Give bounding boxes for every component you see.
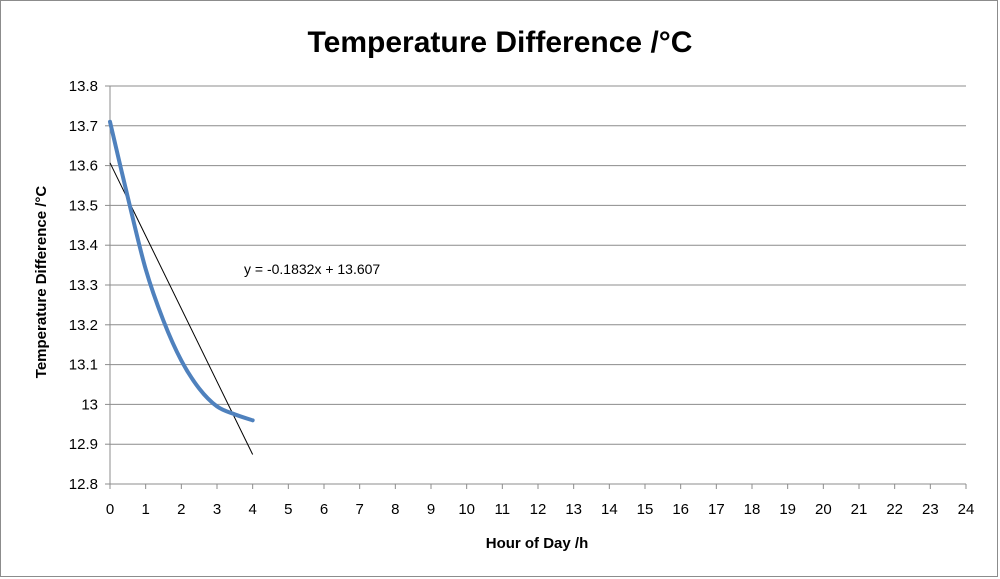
x-tick-labels: 0 1 2 3 4 5 6 7 8 9 10 11 12 13 14 15 16 17 18 19 20 21 22 23 24 [106, 501, 975, 518]
y-tick-label: 12.9 [69, 436, 98, 453]
x-tick-label: 11 [495, 501, 511, 518]
gridlines [110, 85, 966, 445]
chart-title: Temperature Difference /°C [308, 26, 693, 59]
x-tick-label: 3 [213, 501, 221, 518]
series-group [108, 119, 255, 455]
y-tick-label: 13.2 [69, 317, 98, 334]
x-tick-label: 10 [458, 501, 475, 518]
x-tick-label: 5 [284, 501, 292, 518]
axes [105, 85, 967, 489]
x-tick-label: 20 [815, 501, 832, 518]
y-tick-label: 13 [81, 396, 98, 413]
y-tick-labels: 12.8 12.9 13 13.1 13.2 13.3 13.4 13.5 13.6 13.7 13… [69, 78, 98, 493]
x-tick-label: 14 [601, 501, 618, 518]
x-tick-label: 22 [886, 501, 903, 518]
y-tick-label: 13.5 [69, 197, 98, 214]
y-tick-label: 13.4 [69, 237, 98, 254]
trendline-equation: y = -0.1832x + 13.607 [244, 261, 380, 277]
x-tick-label: 6 [320, 501, 328, 518]
x-tick-label: 24 [958, 501, 975, 518]
x-tick-label: 2 [177, 501, 185, 518]
series-line [108, 119, 255, 423]
x-tick-label: 15 [637, 501, 654, 518]
y-tick-label: 13.7 [69, 118, 98, 135]
x-tick-label: 1 [141, 501, 149, 518]
trendline [109, 162, 254, 455]
x-tick-label: 17 [708, 501, 725, 518]
x-tick-label: 12 [530, 501, 547, 518]
y-tick-label: 13.1 [69, 357, 98, 374]
x-tick-label: 19 [779, 501, 796, 518]
y-axis-title: Temperature Difference /°C [33, 186, 50, 379]
y-tick-label: 12.8 [69, 476, 98, 493]
x-tick-label: 9 [427, 501, 435, 518]
y-tick-label: 13.6 [69, 158, 98, 175]
x-tick-label: 7 [355, 501, 363, 518]
y-tick-label: 13.3 [69, 277, 98, 294]
y-tick-label: 13.8 [69, 78, 98, 95]
x-axis-title: Hour of Day /h [486, 535, 589, 552]
x-tick-label: 16 [672, 501, 689, 518]
x-tick-label: 23 [922, 501, 939, 518]
x-tick-label: 8 [391, 501, 399, 518]
x-tick-label: 21 [851, 501, 868, 518]
x-tick-label: 0 [106, 501, 114, 518]
x-tick-label: 18 [744, 501, 761, 518]
x-tick-label: 4 [248, 501, 256, 518]
x-tick-label: 13 [565, 501, 582, 518]
